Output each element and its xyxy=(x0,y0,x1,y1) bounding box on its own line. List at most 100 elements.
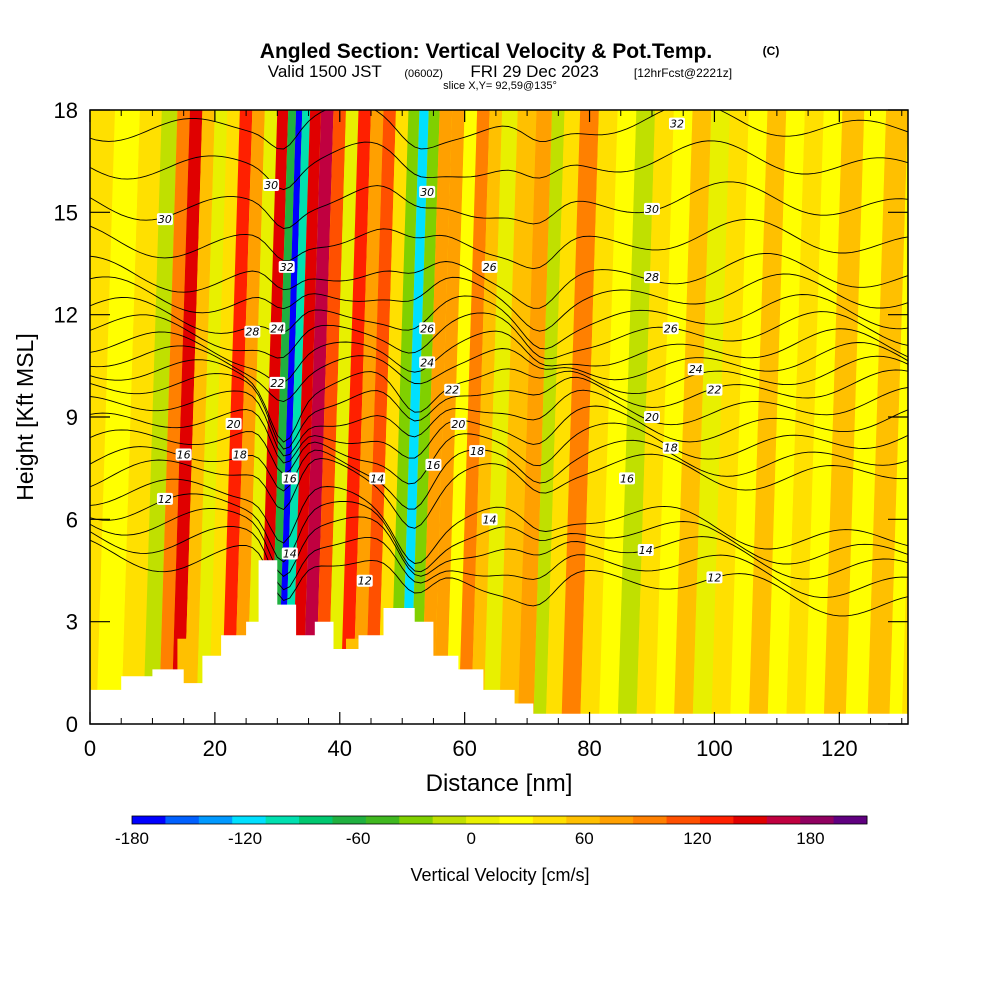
contour-label: 32 xyxy=(278,260,295,274)
isentrope-31 xyxy=(90,181,908,229)
contour-label-text: 16 xyxy=(177,449,191,462)
contour-label: 26 xyxy=(662,322,679,335)
velocity-band xyxy=(221,110,253,724)
colorbar-tick-label: 180 xyxy=(796,829,824,848)
contour-label-text: 22 xyxy=(270,377,284,390)
isentrope-22 xyxy=(90,369,908,450)
colorbar-swatch xyxy=(299,816,333,824)
y-tick-label: 3 xyxy=(66,610,78,635)
velocity-band xyxy=(561,110,599,724)
contour-label: 32 xyxy=(668,117,685,131)
isentrope-15 xyxy=(90,493,908,573)
contour-label: 20 xyxy=(643,411,660,424)
terrain-mask xyxy=(90,560,908,724)
contour-label-text: 32 xyxy=(670,118,684,131)
contour-label: 16 xyxy=(281,472,298,485)
contour-label-text: 26 xyxy=(483,261,497,274)
colorbar-swatch xyxy=(499,816,534,824)
contour-label: 18 xyxy=(231,448,248,462)
colorbar-label: Vertical Velocity [cm/s] xyxy=(410,865,589,885)
x-tick-label: 120 xyxy=(821,736,858,761)
velocity-band xyxy=(183,110,215,724)
colorbar-swatch xyxy=(599,816,634,824)
contour-label-text: 18 xyxy=(664,442,678,455)
isentrope-21 xyxy=(90,387,908,457)
isentrope-19 xyxy=(90,422,908,485)
axes: 0 20 40 60 80 100 120 0 3 6 9 12 15 18 xyxy=(54,98,908,761)
contour-label: 22 xyxy=(444,383,461,397)
velocity-band xyxy=(804,110,843,724)
contour-label: 30 xyxy=(156,213,173,226)
contour-label-text: 14 xyxy=(370,472,384,485)
contour-label: 24 xyxy=(419,356,436,369)
contour-label: 22 xyxy=(706,383,723,397)
velocity-band xyxy=(314,110,347,724)
x-tick-label: 80 xyxy=(577,736,601,761)
velocity-band xyxy=(302,110,334,724)
contour-label: 18 xyxy=(469,445,486,458)
chart-title-unit: (C) xyxy=(763,44,780,58)
terrain xyxy=(90,560,908,724)
y-tick-label: 18 xyxy=(54,98,78,123)
isentrope-23 xyxy=(90,355,908,443)
colorbar-tick-label: 120 xyxy=(683,829,711,848)
velocity-band xyxy=(377,110,409,724)
contour-label: 14 xyxy=(637,544,654,557)
velocity-band xyxy=(158,110,190,724)
colorbar-swatch xyxy=(733,816,768,824)
isentrope-32 xyxy=(90,140,908,191)
chart-title: Angled Section: Vertical Velocity & Pot.… xyxy=(260,40,712,63)
isentrope-28 xyxy=(90,273,908,332)
velocity-band xyxy=(823,110,865,724)
velocity-band xyxy=(786,110,824,724)
contour-label-text: 14 xyxy=(283,547,297,560)
contour-label-text: 18 xyxy=(233,449,247,462)
y-tick-label: 12 xyxy=(54,303,78,328)
isentrope-27 xyxy=(90,294,908,350)
contour-labels: 30 30 32 28 24 22 20 18 16 16 12 14 14 12 30 26 24 22 20 18… xyxy=(156,117,723,588)
velocity-band xyxy=(867,110,908,724)
colorbar-swatch xyxy=(198,816,233,824)
velocity-band xyxy=(598,110,637,724)
forecast-label: [12hrFcst@2221z] xyxy=(634,66,732,80)
colorbar-swatch xyxy=(165,816,200,824)
contour-label: 30 xyxy=(419,185,436,199)
contour-label-text: 22 xyxy=(445,384,459,397)
colorbar-tick-label: -120 xyxy=(228,829,262,848)
colorbar-swatch xyxy=(833,816,868,824)
contour-label-text: 28 xyxy=(645,271,659,284)
velocity-field xyxy=(90,110,908,724)
velocity-band xyxy=(420,110,453,724)
colorbar-swatch xyxy=(399,816,434,824)
contour-label-text: 30 xyxy=(264,179,278,192)
velocity-band xyxy=(339,110,371,724)
velocity-band xyxy=(483,110,518,724)
contour-label-text: 26 xyxy=(664,322,678,335)
valid-label: Valid 1500 JST xyxy=(268,62,382,81)
velocity-band xyxy=(889,110,908,724)
valid-line: Valid 1500 JST (0600Z) FRI 29 Dec 2023 [… xyxy=(268,62,732,81)
velocity-band xyxy=(545,110,581,724)
contour-label-text: 28 xyxy=(245,326,259,339)
slice-info: slice X,Y= 92,59@135° xyxy=(443,80,557,92)
contour-label: 30 xyxy=(263,179,280,192)
velocity-band xyxy=(233,110,265,724)
contour-label: 22 xyxy=(269,376,286,390)
isentrope-24 xyxy=(90,342,908,402)
colorbar-swatch xyxy=(532,816,567,824)
velocity-band xyxy=(617,110,656,724)
velocity-band xyxy=(692,110,731,724)
contour-label-text: 14 xyxy=(639,544,653,557)
contour-label: 18 xyxy=(662,441,679,455)
velocity-band xyxy=(277,110,303,724)
velocity-band xyxy=(246,110,278,724)
isentrope-18 xyxy=(90,439,908,510)
contour-label: 14 xyxy=(281,547,298,560)
y-tick-label: 9 xyxy=(66,405,78,430)
contour-label-text: 22 xyxy=(707,384,721,397)
isentrope-contours xyxy=(90,110,908,617)
colorbar-swatch xyxy=(232,816,267,824)
contour-label: 26 xyxy=(481,260,498,274)
colorbar-swatch xyxy=(800,816,835,824)
